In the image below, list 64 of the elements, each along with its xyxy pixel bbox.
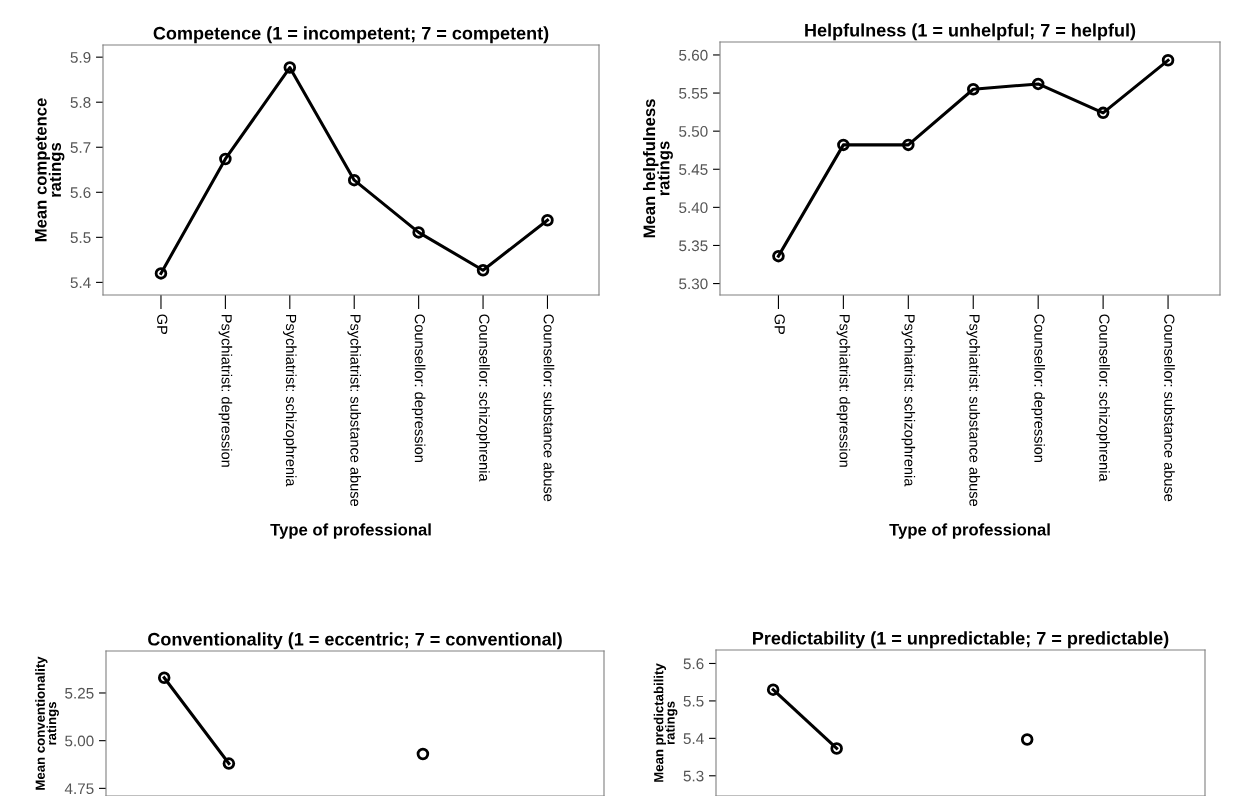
point (837, 138, 850, 152)
point (967, 83, 980, 96)
y-tick-label: 5.35 (679, 240, 708, 252)
point (772, 249, 785, 263)
y-tick-label: 5.55 (679, 88, 708, 99)
point (541, 213, 554, 227)
chart-title: Helpfulness (1 = unhelpful; 7 = helpful) (805, 23, 1136, 41)
point (283, 61, 297, 74)
y-tick-label: 5.3 (683, 770, 704, 782)
y-tick-label: 5.4 (70, 277, 91, 289)
x-tick-label: Counsellor: substance abuse (543, 314, 555, 502)
y-tick-label: 5.00 (65, 735, 94, 747)
y-tick-label: 5.7 (70, 142, 91, 153)
point (222, 757, 236, 770)
y-tick-label: 5.4 (683, 733, 704, 745)
point (902, 138, 915, 152)
y-tick-label: 5.30 (679, 278, 708, 290)
y-axis-title: Mean competence ratings (35, 98, 65, 242)
point (830, 742, 843, 755)
y-axis-title: Mean predictability ratings (653, 663, 678, 782)
y-tick-label: 5.5 (70, 232, 91, 244)
point (157, 671, 171, 684)
point (219, 152, 232, 166)
x-tick-label: GP (774, 314, 785, 335)
y-tick-label: 5.25 (65, 687, 94, 699)
x-tick-label: GP (157, 314, 168, 335)
y-tick-label: 5.8 (70, 97, 91, 108)
x-tick-label: Psychiatrist: substance abuse (347, 314, 362, 507)
x-tick-label: Psychiatrist: schizophrenia (901, 314, 916, 487)
chart-title: Predictability (1 = unpredictable; 7 = predictable) (753, 631, 1169, 649)
y-tick-label: 5.45 (679, 164, 708, 175)
y-tick-label: 5.5 (683, 695, 704, 707)
point (416, 747, 430, 761)
y-tick-label: 5.6 (683, 658, 704, 670)
y-tick-label: 5.6 (70, 187, 91, 198)
point (154, 267, 168, 280)
x-tick-label: Counsellor: schizophrenia (476, 314, 490, 482)
x-tick-label: Counsellor: substance abuse (1164, 314, 1175, 502)
x-tick-label: Counsellor: depression (411, 314, 426, 462)
point (1161, 54, 1175, 67)
y-tick-label: 5.50 (679, 126, 708, 137)
point (412, 226, 425, 239)
chart-title: Conventionality (1 = eccentric; 7 = conventional) (148, 632, 562, 650)
point (476, 263, 490, 277)
x-tick-label: Psychiatrist: depression (218, 314, 233, 467)
y-tick-label: 5.60 (679, 49, 708, 61)
y-tick-label: 5.40 (679, 202, 708, 214)
point (1096, 106, 1110, 120)
y-tick-label: 5.9 (70, 52, 91, 63)
y-axis-title: Mean helpfulness ratings (642, 99, 673, 238)
point (766, 683, 780, 696)
chart-title: Competence (1 = incompetent; 7 = competent) (153, 26, 549, 44)
x-axis-title: Type of professional (889, 523, 1050, 539)
x-tick-label: Psychiatrist: depression (836, 314, 851, 467)
y-tick-label: 4.75 (64, 783, 94, 795)
x-tick-label: Psychiatrist: substance abuse (966, 314, 981, 507)
point (1031, 77, 1045, 91)
x-tick-label: Counsellor: depression (1031, 314, 1045, 462)
point (347, 173, 361, 187)
point (1020, 733, 1034, 746)
x-tick-label: Counsellor: schizophrenia (1096, 314, 1110, 482)
x-tick-label: Psychiatrist: schizophrenia (283, 314, 297, 487)
y-axis-title: Mean conventionality ratings (35, 656, 59, 790)
x-axis-title: Type of professional (270, 523, 431, 539)
